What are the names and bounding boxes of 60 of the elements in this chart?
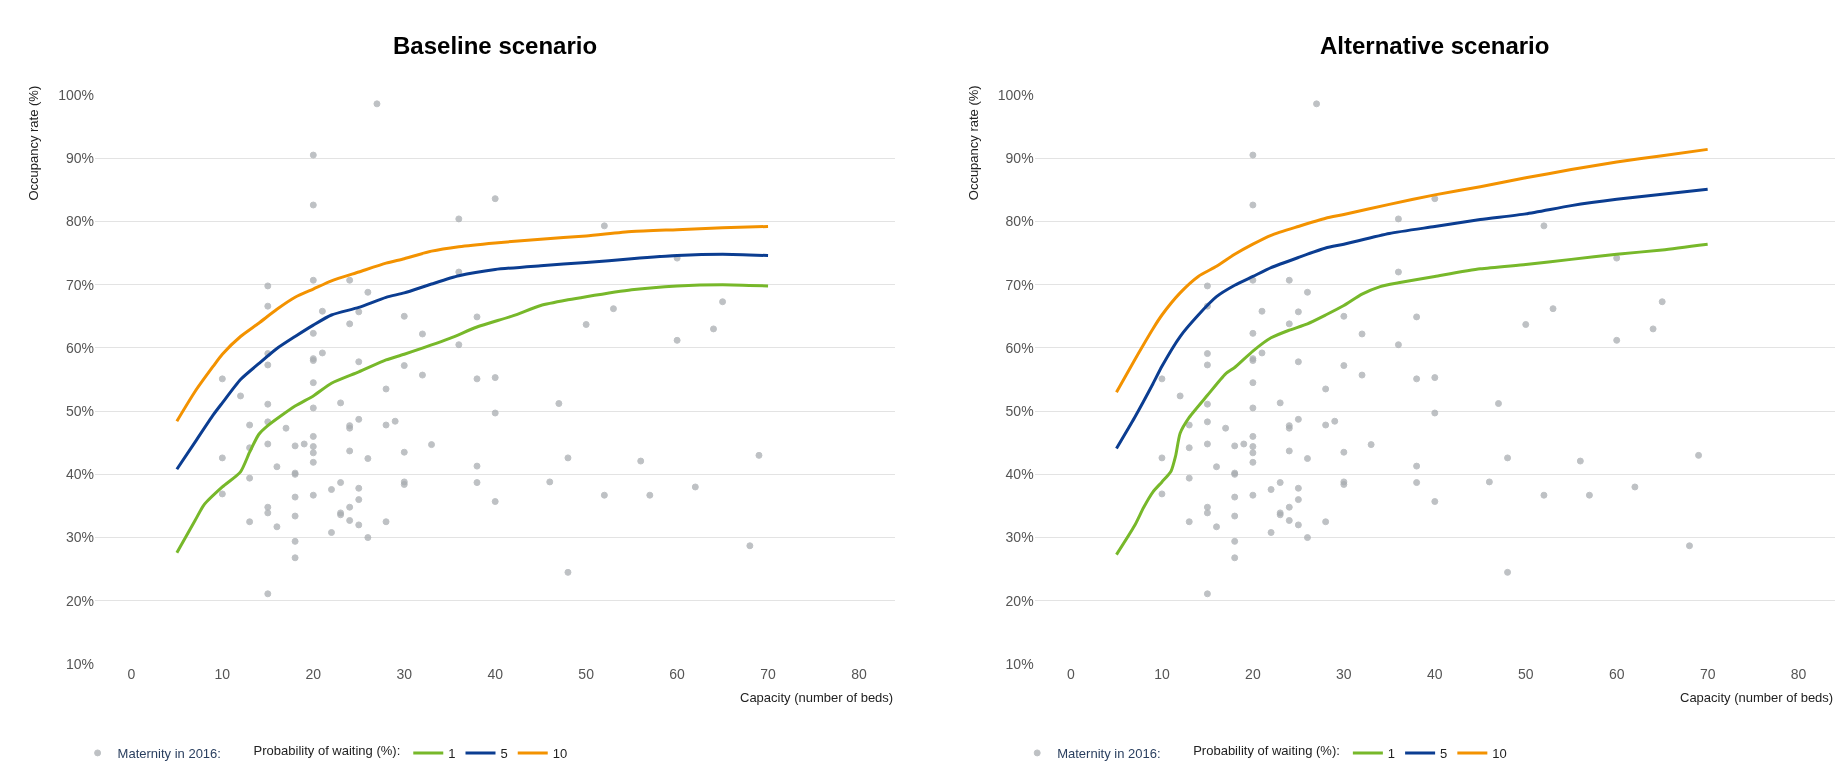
x-axis-title: Capacity (number of beds)	[1680, 690, 1834, 705]
line-series	[1114, 242, 1710, 557]
legend-label: Maternity in 2016:	[117, 745, 221, 761]
x-tick-label: 40	[487, 666, 504, 682]
legend-label: 5	[1440, 745, 1448, 761]
x-tick-label: 80	[851, 666, 868, 682]
x-axis-title: Capacity (number of beds)	[740, 690, 894, 705]
line-series	[175, 283, 770, 555]
y-tick-label: 40%	[65, 466, 94, 483]
y-axis-title: Occupancy rate (%)	[26, 85, 42, 201]
x-tick-label: 0	[127, 666, 136, 682]
legend-label: 10	[552, 745, 568, 761]
x-tick-label: 60	[669, 666, 686, 682]
legend-label: 10	[1492, 745, 1507, 761]
y-tick-label: 90%	[65, 150, 94, 167]
line-series	[1114, 187, 1710, 450]
legend-label: 1	[448, 745, 456, 761]
y-tick-label: 70%	[1005, 276, 1034, 293]
x-tick-label: 0	[1067, 666, 1076, 682]
y-tick-label: 60%	[65, 339, 94, 356]
y-tick-label: 80%	[65, 213, 94, 230]
legend-title: Probability of waiting (%):	[253, 742, 401, 758]
y-tick-label: 50%	[1005, 403, 1034, 420]
y-tick-label: 50%	[65, 403, 94, 420]
line-series	[175, 225, 770, 423]
x-tick-label: 10	[1154, 666, 1170, 682]
legend-label: 1	[1387, 745, 1396, 761]
y-axis-title: Occupancy rate (%)	[965, 85, 981, 201]
y-tick-label: 30%	[65, 529, 94, 546]
line-series	[1114, 147, 1710, 394]
y-tick-label: 20%	[65, 592, 94, 609]
x-tick-label: 50	[578, 666, 595, 682]
x-tick-label: 30	[396, 666, 413, 682]
chart-title: Alternative scenario	[1320, 32, 1550, 59]
legend-title: Probability of waiting (%):	[1193, 742, 1340, 758]
y-tick-label: 30%	[1005, 529, 1034, 546]
y-tick-label: 80%	[1005, 213, 1034, 230]
y-tick-label: 70%	[65, 276, 94, 293]
x-tick-label: 40	[1427, 666, 1443, 682]
x-tick-label: 30	[1336, 666, 1352, 682]
legend-label: Maternity in 2016:	[1057, 745, 1161, 761]
x-tick-label: 80	[1790, 666, 1807, 682]
y-tick-label: 100%	[997, 86, 1034, 103]
legend-label: 5	[500, 745, 508, 761]
x-tick-label: 70	[760, 666, 777, 682]
y-tick-label: 100%	[58, 86, 94, 103]
x-tick-label: 50	[1517, 666, 1534, 682]
y-tick-label: 10%	[1005, 655, 1034, 672]
y-tick-label: 60%	[1005, 339, 1034, 356]
y-tick-label: 20%	[1005, 592, 1034, 609]
y-tick-label: 10%	[65, 655, 94, 672]
x-tick-label: 20	[305, 666, 322, 682]
x-tick-label: 10	[214, 666, 231, 682]
line-series	[175, 252, 770, 471]
x-tick-label: 60	[1608, 666, 1625, 682]
y-tick-label: 90%	[1005, 150, 1034, 167]
chart-title: Baseline scenario	[393, 32, 598, 59]
x-tick-label: 70	[1699, 666, 1716, 682]
y-tick-label: 40%	[1005, 466, 1034, 483]
x-tick-label: 20	[1245, 666, 1261, 682]
